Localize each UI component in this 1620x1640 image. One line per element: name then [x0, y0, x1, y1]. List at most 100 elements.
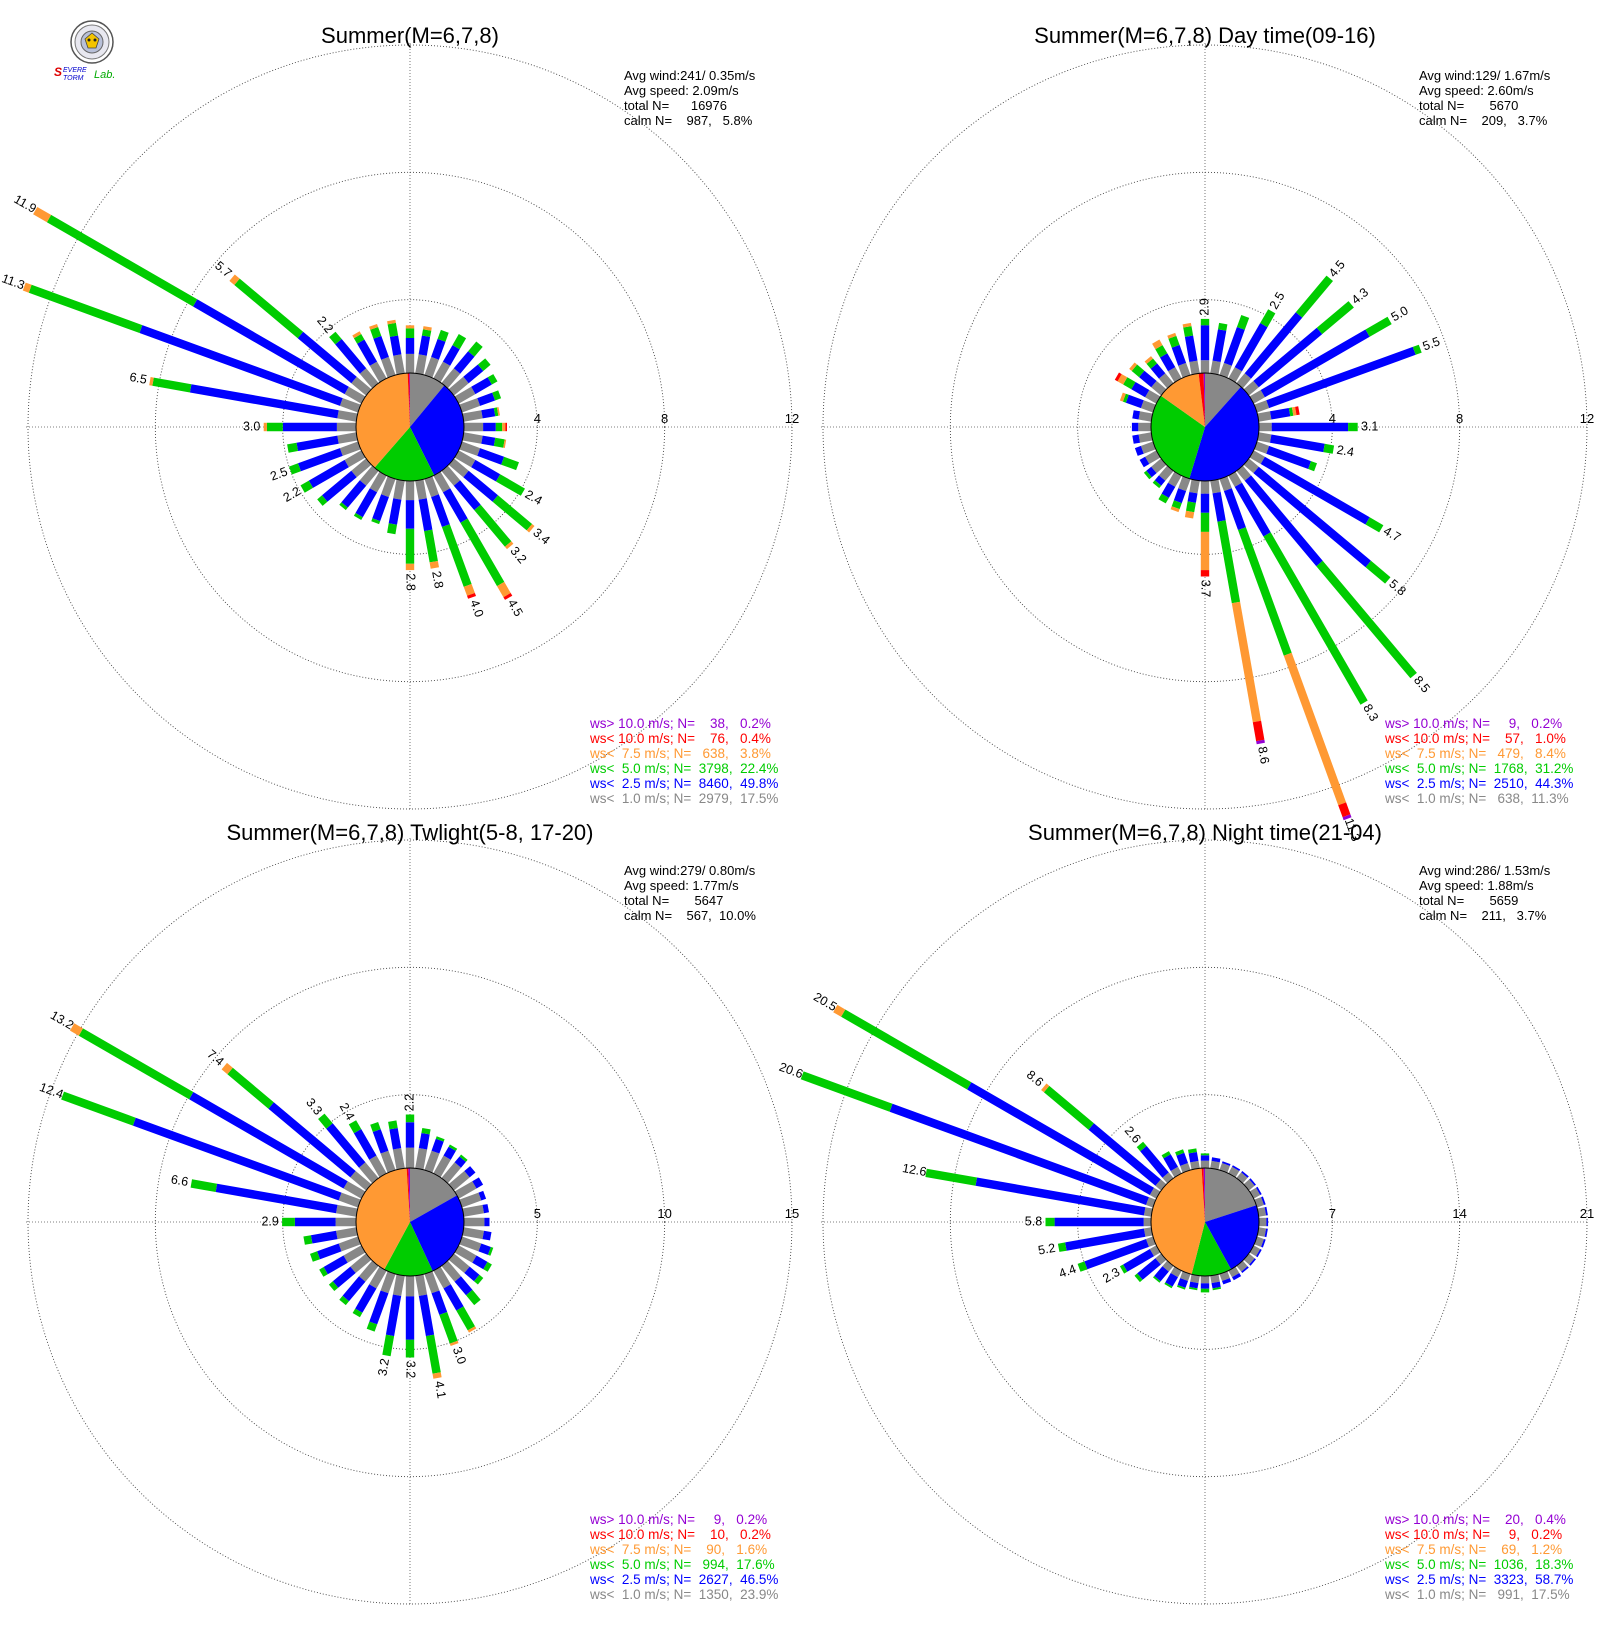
sector-bar-160: 4.0 [424, 476, 486, 619]
bar-segment [341, 480, 367, 508]
bar-segment [448, 1253, 470, 1273]
bar-segment [471, 377, 492, 395]
bar-segment [1188, 1152, 1199, 1163]
bar-segment [359, 465, 379, 486]
legend-entry: ws< 2.5 m/s; N= 3323, 58.7% [1384, 1572, 1573, 1587]
pie-slice [356, 373, 410, 468]
bar-segment [405, 500, 415, 529]
bar-segment [1077, 1261, 1088, 1272]
sector-bar-50 [448, 358, 491, 396]
bar-segment [464, 1217, 485, 1227]
bar-segment [405, 338, 415, 354]
sector-bar-90 [464, 1217, 490, 1227]
bar-segment [372, 494, 389, 522]
bar-segment [392, 1274, 405, 1296]
bar-segment [296, 435, 339, 451]
bar-segment [319, 1267, 328, 1277]
bar-segment [405, 1339, 415, 1358]
bar-segment [459, 441, 481, 456]
legend-entry: ws< 7.5 m/s; N= 90, 1.6% [589, 1542, 767, 1557]
bar-segment [370, 1122, 381, 1132]
bar-total-label: 3.1 [1361, 419, 1378, 433]
bar-segment [359, 1162, 379, 1184]
bar-segment [1210, 1160, 1220, 1170]
bar-segment [1210, 360, 1221, 375]
bar-segment [1146, 358, 1158, 369]
wind-rose-bars: 2.34.45.25.812.620.620.58.62.6 [777, 990, 1269, 1293]
bar-segment [466, 1289, 481, 1306]
ring-circle [822, 839, 1588, 1605]
bar-segment [467, 1326, 477, 1333]
bar-segment [1143, 1227, 1153, 1237]
bar-segment [441, 1162, 461, 1184]
bar-segment [1232, 1165, 1241, 1171]
bar-segment [1132, 434, 1140, 444]
bar-segment [471, 459, 501, 482]
bar-segment [1266, 445, 1311, 469]
bar-segment [439, 1312, 458, 1344]
bar-total-label: 3.2 [375, 1357, 392, 1377]
wind-rose-bars: 2.43.43.24.54.02.82.82.22.53.06.511.311.… [0, 192, 553, 619]
bar-segment [462, 1227, 484, 1240]
calm-pie [355, 372, 465, 482]
bar-segment [1200, 570, 1210, 577]
sector-bar-110 [1254, 441, 1317, 472]
bar-segment [382, 1334, 395, 1357]
bar-segment [418, 335, 431, 356]
sector-bar-40 [441, 341, 483, 389]
bar-segment [468, 341, 483, 357]
bar-segment [336, 1227, 358, 1240]
bar-segment [1259, 1217, 1267, 1227]
legend-entry: ws< 2.5 m/s; N= 2510, 44.3% [1384, 776, 1573, 791]
bar-segment [1260, 309, 1276, 328]
stats-line: Avg wind:279/ 0.80m/s [624, 863, 756, 878]
bar-segment [344, 450, 366, 468]
bar-segment [355, 488, 378, 518]
pie-slice [407, 373, 410, 427]
sector-bar-310: 8.6 [1024, 1068, 1167, 1191]
ring-circle [822, 44, 1588, 810]
bar-total-label: 4.5 [505, 597, 526, 619]
bar-segment [474, 1274, 484, 1285]
bar-total-label: 5.8 [1386, 577, 1408, 599]
bar-segment [1200, 325, 1210, 361]
bar-segment [381, 356, 396, 378]
wind-rose-bars: 2.2 3.04.1 3.2 3.2 2.9 6.6 12.413.27.4 3.3 2.4 [38, 1008, 494, 1399]
bar-segment [338, 1236, 361, 1252]
ring-label: 15 [785, 1206, 799, 1221]
sector-bar-30 [433, 1144, 458, 1178]
bar-segment [1236, 465, 1252, 481]
bar-segment [1138, 432, 1153, 443]
bar-segment [1200, 1155, 1210, 1161]
wind-rose-panel-1: 4 8 122.43.43.24.54.02.82.82.22.53.06.511.… [0, 23, 799, 811]
bar-segment [431, 338, 446, 360]
pie-slice [1191, 1222, 1231, 1276]
bar-segment [418, 498, 433, 532]
bar-segment [833, 1004, 846, 1017]
sector-bar-0 [405, 325, 415, 373]
bar-segment [287, 442, 298, 453]
bar-segment [1249, 450, 1265, 464]
bar-segment [1140, 1145, 1169, 1178]
bar-segment [1134, 1273, 1143, 1283]
bar-segment [1257, 1227, 1267, 1237]
bar-segment [496, 407, 500, 416]
sector-bar-50 [1243, 1178, 1256, 1191]
bar-segment [369, 324, 379, 330]
bar-segment [493, 407, 499, 417]
bar-segment [1164, 1282, 1173, 1289]
bar-segment [294, 1217, 336, 1227]
bar-segment [1412, 344, 1422, 355]
bar-segment [393, 479, 405, 500]
bar-segment [483, 1261, 492, 1272]
bar-segment [393, 354, 405, 375]
sector-bar-20 [424, 1136, 445, 1173]
sector-bar-350 [1188, 1148, 1200, 1170]
sector-bar-190 [387, 479, 405, 535]
bar-segment [1263, 532, 1368, 705]
sector-bar-250: 2.5 [268, 441, 361, 484]
bar-segment [424, 1150, 440, 1173]
bar-segment [1200, 1160, 1210, 1168]
bar-segment [1212, 492, 1226, 522]
bar-segment [504, 541, 514, 550]
